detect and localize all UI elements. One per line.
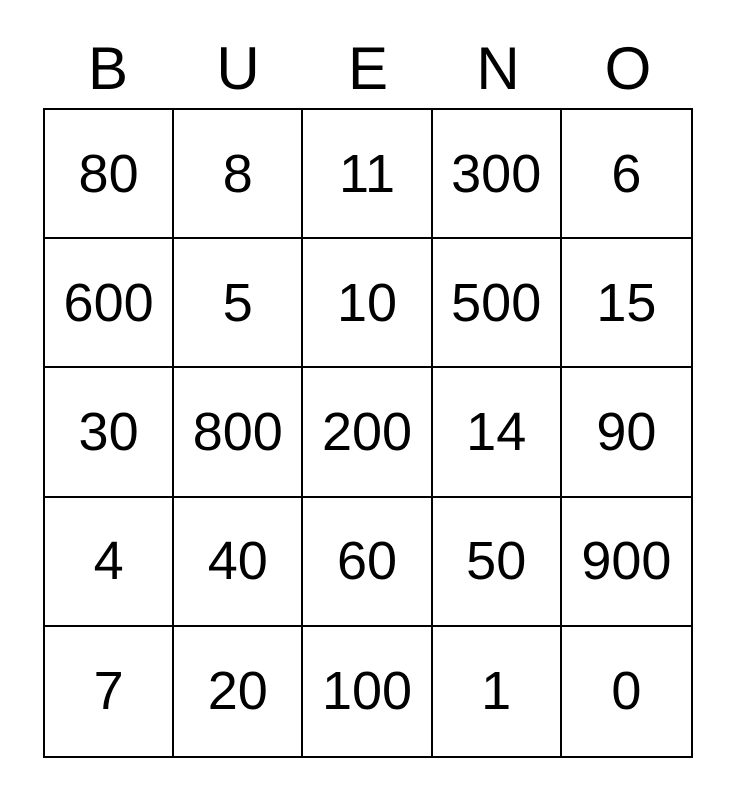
bingo-cell-r3c5[interactable]: 90: [561, 368, 691, 498]
header-letter-u: U: [216, 35, 260, 102]
bingo-cell-r4c1[interactable]: 4: [45, 497, 175, 627]
header-letter-b: B: [87, 35, 129, 102]
bingo-cell-r2c4[interactable]: 500: [432, 239, 562, 369]
bingo-cell-r1c5[interactable]: 6: [561, 110, 691, 240]
bingo-cell-r5c4[interactable]: 1: [432, 626, 562, 756]
bingo-cell-r1c2[interactable]: 8: [174, 110, 304, 240]
bingo-cell-r1c1[interactable]: 80: [45, 110, 175, 240]
bingo-cell-r1c3[interactable]: 11: [303, 110, 433, 240]
header-letter-e: E: [347, 35, 389, 102]
header-letter-n: N: [476, 35, 520, 102]
bingo-cell-r5c2[interactable]: 20: [174, 626, 304, 756]
header-letter-o: O: [604, 35, 652, 102]
bingo-cell-r5c3[interactable]: 100: [303, 626, 433, 756]
bingo-cell-r3c2[interactable]: 800: [174, 368, 304, 498]
bingo-cell-r2c2[interactable]: 5: [174, 239, 304, 369]
bingo-cell-r3c4[interactable]: 14: [432, 368, 562, 498]
bingo-cell-r4c2[interactable]: 40: [174, 497, 304, 627]
bingo-cell-r1c4[interactable]: 300: [432, 110, 562, 240]
bingo-cell-r4c5[interactable]: 900: [561, 497, 691, 627]
bingo-cell-r2c5[interactable]: 15: [561, 239, 691, 369]
bingo-cell-r5c5[interactable]: 0: [561, 626, 691, 756]
bingo-cell-r3c1[interactable]: 30: [45, 368, 175, 498]
bingo-cell-r3c3[interactable]: 200: [303, 368, 433, 498]
bingo-cell-r5c1[interactable]: 7: [45, 626, 175, 756]
bingo-grid: 80 8 11 300 6 600 5 10 500 15 30 800 200…: [43, 108, 693, 758]
bingo-header: B U E N O: [43, 0, 693, 108]
bingo-cell-r4c4[interactable]: 50: [432, 497, 562, 627]
bingo-cell-r4c3[interactable]: 60: [303, 497, 433, 627]
bingo-card: B U E N O 80 8 11 300 6 600 5 10 500 15 …: [43, 0, 693, 758]
bingo-cell-r2c3[interactable]: 10: [303, 239, 433, 369]
bingo-cell-r2c1[interactable]: 600: [45, 239, 175, 369]
